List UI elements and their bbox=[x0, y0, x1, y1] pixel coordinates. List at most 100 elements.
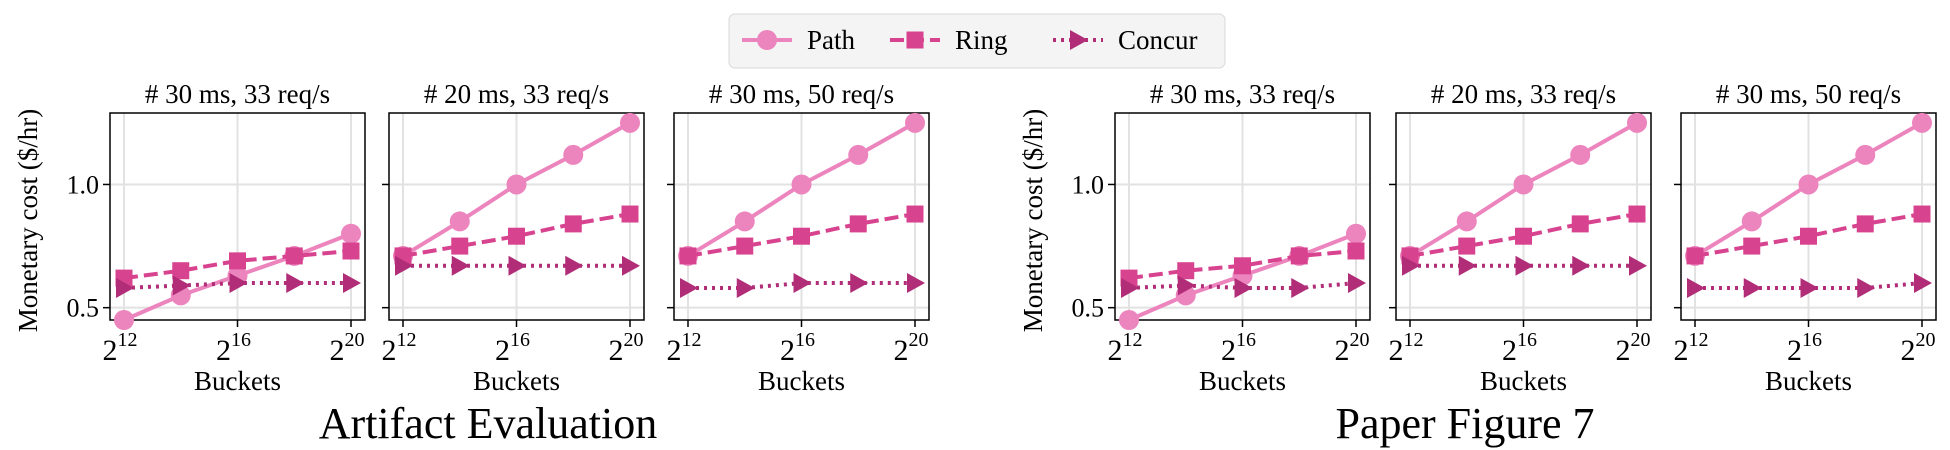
series-line bbox=[1409, 212, 1638, 258]
x-tick-label: 216 bbox=[780, 329, 815, 367]
series-path bbox=[678, 112, 925, 266]
data-point bbox=[1291, 277, 1310, 298]
x-tick-label: 212 bbox=[1389, 329, 1424, 367]
data-point bbox=[285, 247, 303, 265]
series-concur bbox=[680, 273, 925, 298]
series-line bbox=[402, 212, 631, 258]
data-point bbox=[1627, 112, 1647, 133]
panel-6: 212 216 220 # 30 ms, 50 req/s Buckets bbox=[1674, 79, 1937, 396]
panel-title: # 30 ms, 50 req/s bbox=[1716, 79, 1901, 109]
data-point bbox=[1571, 215, 1589, 233]
series-concur bbox=[1402, 255, 1647, 276]
x-tick-label: 220 bbox=[330, 329, 365, 367]
data-point bbox=[906, 205, 924, 223]
data-point bbox=[1800, 277, 1819, 298]
data-point bbox=[1402, 255, 1420, 276]
legend-label: Concur bbox=[1118, 25, 1197, 55]
data-point bbox=[286, 273, 305, 294]
data-point bbox=[849, 215, 867, 233]
data-point bbox=[1347, 242, 1365, 260]
series-path bbox=[393, 112, 640, 266]
legend-label: Path bbox=[807, 25, 856, 55]
legend-entry-ring: Ring bbox=[890, 25, 1008, 55]
data-point bbox=[905, 112, 925, 133]
data-point bbox=[679, 247, 697, 265]
data-point bbox=[1914, 273, 1932, 294]
data-point bbox=[621, 205, 639, 223]
series-concur bbox=[1687, 273, 1932, 298]
data-point bbox=[734, 211, 755, 232]
data-point bbox=[1857, 277, 1876, 298]
group-title: Paper Figure 7 bbox=[1335, 399, 1594, 448]
data-point bbox=[1177, 275, 1196, 296]
data-point bbox=[229, 273, 248, 294]
data-point bbox=[563, 144, 584, 165]
x-tick-label: 216 bbox=[1221, 329, 1256, 367]
data-point bbox=[1686, 247, 1704, 265]
x-tick-label: 216 bbox=[495, 329, 530, 367]
panel-2: 212 216 220 # 20 ms, 33 req/s Buckets bbox=[382, 79, 645, 396]
data-point bbox=[564, 215, 582, 233]
panel-5: 212 216 220 # 20 ms, 33 req/s Buckets bbox=[1389, 79, 1652, 396]
series-line bbox=[1694, 212, 1923, 258]
panel-3: 212 216 220 # 30 ms, 50 req/s Buckets bbox=[667, 79, 930, 396]
panel-1: 0.5 1.0 212 216 220 # 30 ms, 33 req/s Buckets M… bbox=[13, 79, 366, 396]
x-tick-label: 212 bbox=[1108, 329, 1143, 367]
data-point bbox=[1177, 262, 1195, 280]
series-line bbox=[123, 249, 352, 281]
data-point bbox=[793, 227, 810, 245]
legend-marker-triangle-right bbox=[1070, 30, 1088, 50]
x-axis-label: Buckets bbox=[758, 366, 845, 396]
series-line bbox=[1128, 249, 1357, 281]
legend-marker-square bbox=[906, 31, 924, 49]
y-tick-label: 1.0 bbox=[67, 170, 100, 199]
x-tick-label: 220 bbox=[609, 329, 644, 367]
series-line bbox=[687, 212, 916, 258]
legend-marker-circle bbox=[757, 30, 777, 50]
data-point bbox=[172, 275, 191, 296]
data-point bbox=[1513, 174, 1534, 195]
x-tick-label: 220 bbox=[1335, 329, 1370, 367]
data-point bbox=[116, 277, 134, 298]
data-point bbox=[1687, 277, 1705, 298]
series-ring bbox=[1686, 205, 1931, 265]
x-tick-label: 216 bbox=[1787, 329, 1822, 367]
data-point bbox=[1458, 255, 1477, 276]
data-point bbox=[1913, 205, 1931, 223]
data-point bbox=[1515, 255, 1534, 276]
legend-label: Ring bbox=[955, 25, 1008, 55]
legend-entry-path: Path bbox=[742, 25, 856, 55]
data-point bbox=[680, 277, 698, 298]
panel-title: # 30 ms, 33 req/s bbox=[145, 79, 330, 109]
data-point bbox=[1743, 237, 1761, 255]
panel-title: # 20 ms, 33 req/s bbox=[1431, 79, 1616, 109]
data-point bbox=[1458, 237, 1476, 255]
data-point bbox=[1234, 257, 1251, 275]
series-concur bbox=[116, 273, 361, 298]
x-tick-label: 216 bbox=[1502, 329, 1537, 367]
x-tick-label: 220 bbox=[1616, 329, 1651, 367]
data-point bbox=[1346, 223, 1366, 244]
data-point bbox=[1348, 273, 1366, 294]
legend-frame bbox=[728, 13, 1226, 69]
x-axis-label: Buckets bbox=[194, 366, 281, 396]
data-point bbox=[508, 227, 525, 245]
series-concur bbox=[395, 255, 640, 276]
data-point bbox=[506, 174, 527, 195]
data-point bbox=[451, 237, 469, 255]
x-tick-label: 220 bbox=[894, 329, 929, 367]
legend-entry-concur: Concur bbox=[1053, 25, 1197, 55]
x-axis-label: Buckets bbox=[473, 366, 560, 396]
x-tick-label: 216 bbox=[216, 329, 251, 367]
data-point bbox=[1800, 227, 1817, 245]
data-point bbox=[343, 273, 361, 294]
data-point bbox=[1121, 277, 1139, 298]
data-point bbox=[342, 242, 360, 260]
y-axis-label: Monetary cost ($/hr) bbox=[13, 109, 43, 332]
series-ring bbox=[394, 205, 639, 265]
data-point bbox=[1290, 247, 1308, 265]
data-point bbox=[449, 211, 470, 232]
x-axis-label: Buckets bbox=[1765, 366, 1852, 396]
y-tick-label: 0.5 bbox=[67, 294, 100, 323]
